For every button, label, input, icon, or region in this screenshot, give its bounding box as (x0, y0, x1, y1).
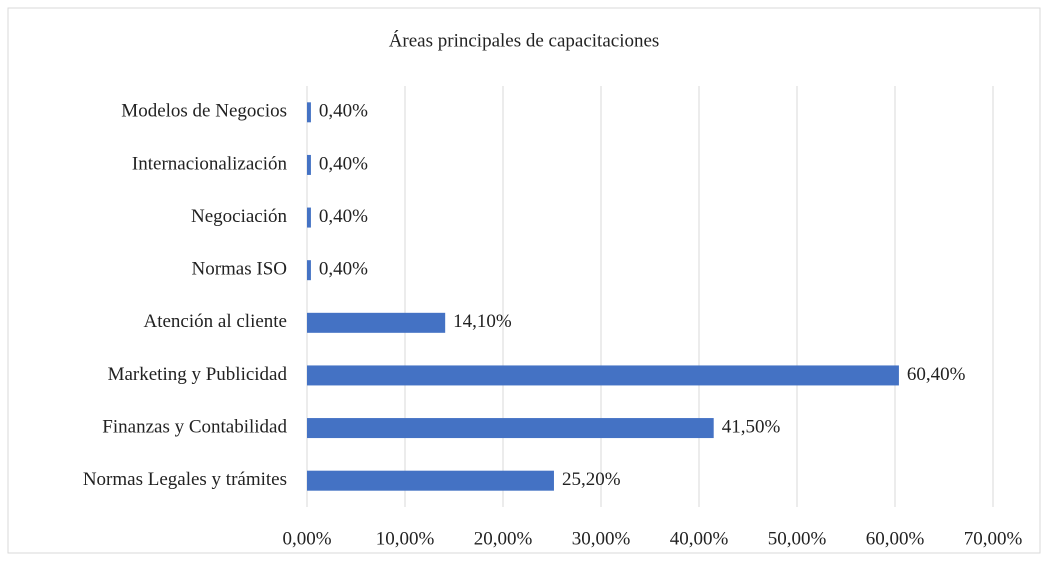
x-tick-label: 0,00% (282, 528, 331, 549)
y-tick-label: Normas Legales y trámites (83, 469, 287, 490)
y-tick-label: Finanzas y Contabilidad (102, 416, 287, 437)
data-label: 25,20% (562, 469, 621, 490)
y-tick-label: Normas ISO (191, 259, 287, 280)
x-tick-label: 10,00% (376, 528, 435, 549)
bar (307, 312, 446, 333)
data-label: 0,40% (319, 153, 368, 174)
x-tick-label: 20,00% (474, 528, 533, 549)
data-label: 0,40% (319, 259, 368, 280)
y-tick-label: Modelos de Negocios (121, 101, 287, 122)
y-tick-label: Marketing y Publicidad (108, 364, 288, 385)
chart-border (7, 7, 1041, 554)
x-tick-label: 50,00% (768, 528, 827, 549)
bar (307, 470, 554, 491)
data-label: 0,40% (319, 206, 368, 227)
bar (307, 154, 311, 175)
x-tick-label: 60,00% (866, 528, 925, 549)
data-label: 60,40% (907, 364, 966, 385)
y-tick-label: Negociación (191, 206, 288, 227)
y-tick-label: Atención al cliente (144, 311, 288, 332)
chart-title: Áreas principales de capacitaciones (389, 29, 660, 51)
bar (307, 418, 714, 439)
x-tick-label: 40,00% (670, 528, 729, 549)
bar (307, 260, 311, 281)
data-label: 14,10% (453, 311, 512, 332)
bar (307, 207, 311, 228)
y-tick-label: Internacionalización (132, 153, 288, 174)
data-label: 41,50% (722, 416, 781, 437)
bar (307, 365, 899, 386)
x-tick-label: 70,00% (964, 528, 1023, 549)
bar (307, 102, 311, 123)
x-tick-label: 30,00% (572, 528, 631, 549)
data-label: 0,40% (319, 101, 368, 122)
